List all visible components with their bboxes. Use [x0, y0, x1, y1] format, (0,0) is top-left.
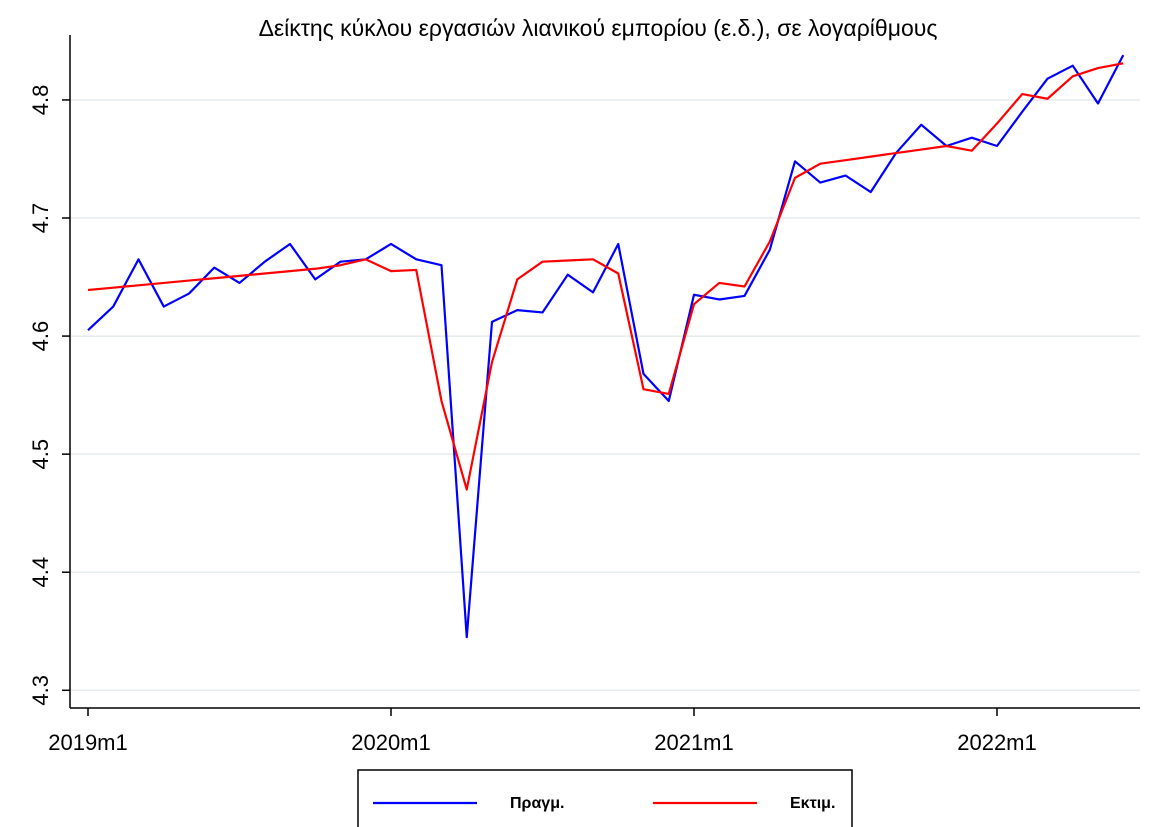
x-tick-label: 2019m1: [48, 730, 128, 755]
y-tick-label: 4.4: [28, 557, 53, 588]
series-line: [87, 54, 1125, 639]
x-tick-label: 2022m1: [957, 730, 1037, 755]
legend-box: [357, 769, 853, 827]
x-tick-label: 2021m1: [654, 730, 734, 755]
legend-label: Πραγμ.: [510, 795, 564, 812]
series-line: [87, 62, 1124, 491]
y-tick-label: 4.8: [28, 85, 53, 116]
y-tick-label: 4.7: [28, 203, 53, 234]
y-tick-label: 4.6: [28, 321, 53, 352]
x-tick-label: 2020m1: [351, 730, 431, 755]
legend-label: Εκτιμ.: [790, 795, 835, 812]
y-tick-label: 4.3: [28, 675, 53, 706]
y-tick-label: 4.5: [28, 439, 53, 470]
chart-title: Δείκτης κύκλου εργασιών λιανικού εμπορίο…: [259, 15, 938, 41]
